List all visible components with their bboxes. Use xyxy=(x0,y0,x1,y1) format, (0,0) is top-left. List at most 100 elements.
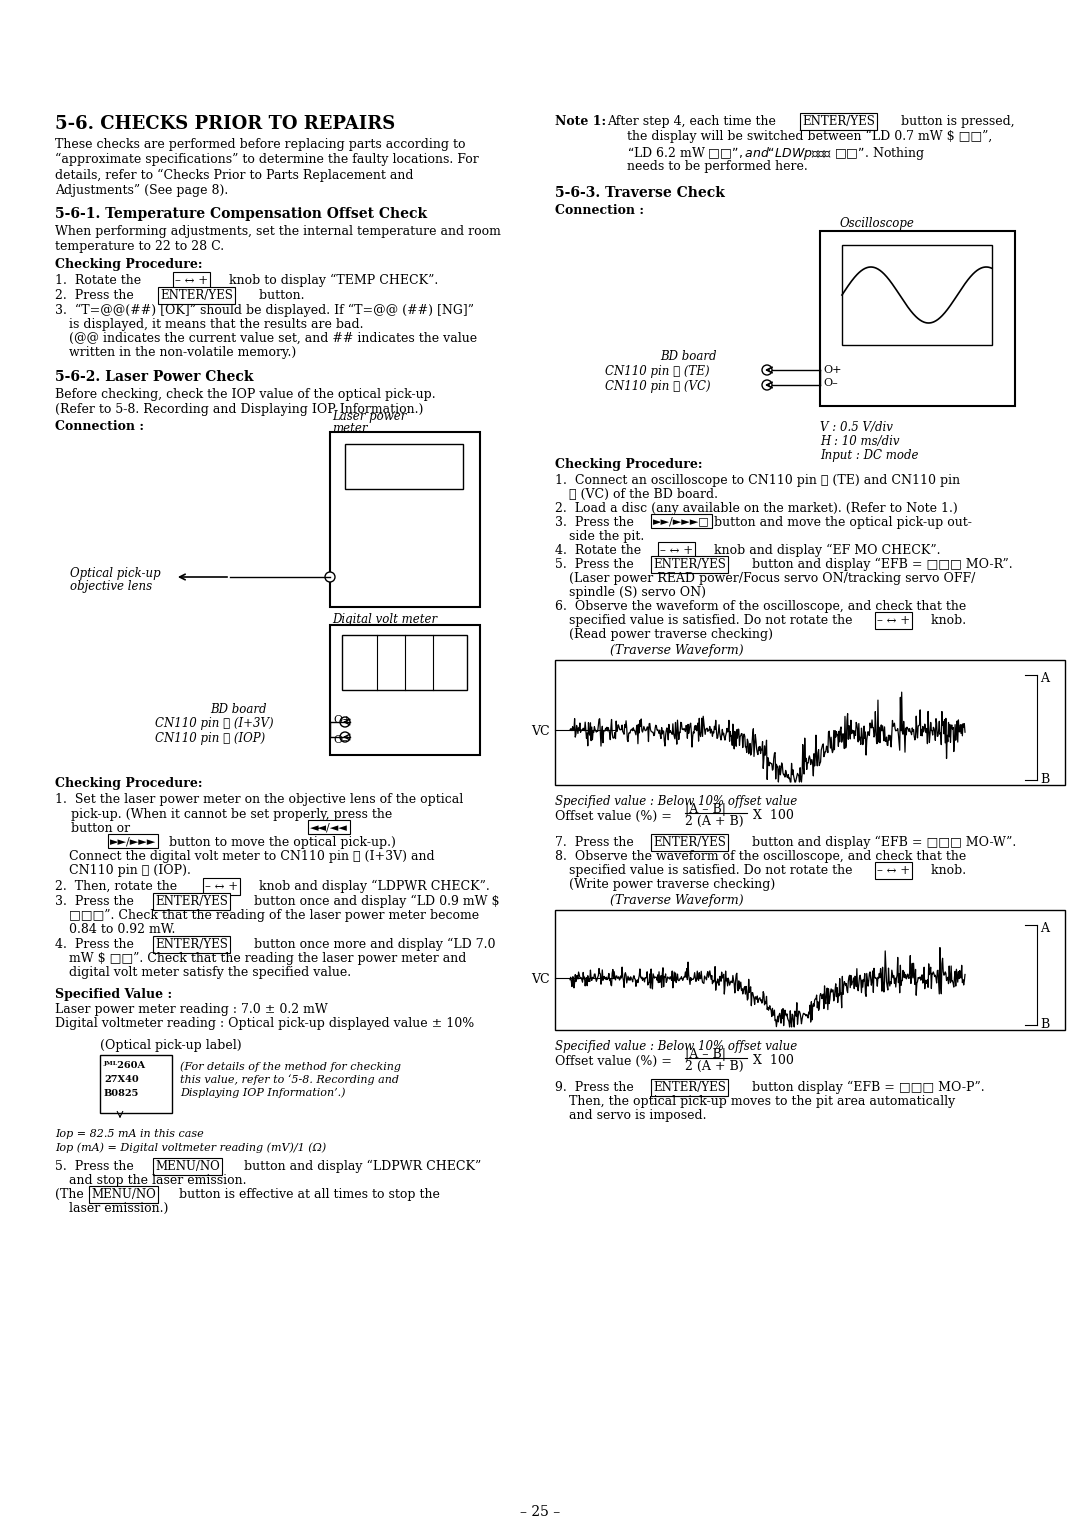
Text: objective lens: objective lens xyxy=(70,581,152,593)
Text: X  100: X 100 xyxy=(753,808,794,822)
Text: H : 10 ms/div: H : 10 ms/div xyxy=(820,435,900,448)
Text: button once and display “LD 0.9 mW $: button once and display “LD 0.9 mW $ xyxy=(249,895,499,908)
Text: 2.  Press the: 2. Press the xyxy=(55,289,138,303)
Text: A: A xyxy=(1040,921,1049,935)
Text: ENTER/YES: ENTER/YES xyxy=(653,1080,726,1094)
Text: VC: VC xyxy=(531,724,550,738)
Text: 2 (A + B): 2 (A + B) xyxy=(685,814,744,828)
Circle shape xyxy=(340,732,350,743)
Bar xyxy=(330,432,480,607)
Text: – ↔ +: – ↔ + xyxy=(660,544,693,558)
Text: MENU/NO: MENU/NO xyxy=(156,1160,219,1174)
Text: □□□”. Check that the reading of the laser power meter become: □□□”. Check that the reading of the lase… xyxy=(69,909,480,921)
Text: Offset value (%) =: Offset value (%) = xyxy=(555,1054,672,1068)
Text: These checks are performed before replacing parts according to
“approximate spec: These checks are performed before replac… xyxy=(55,138,478,197)
Circle shape xyxy=(325,571,335,582)
Text: 3.  “T=@@(##) [OK]” should be displayed. If “T=@@ (##) [NG]”: 3. “T=@@(##) [OK]” should be displayed. … xyxy=(55,304,474,318)
Text: Specified Value :: Specified Value : xyxy=(55,989,172,1001)
Text: X  100: X 100 xyxy=(753,1054,794,1067)
Text: (Write power traverse checking): (Write power traverse checking) xyxy=(569,879,775,891)
Text: Connect the digital volt meter to CN110 pin ⑥ (I+3V) and: Connect the digital volt meter to CN110 … xyxy=(69,850,434,863)
Text: ►►/►►►: ►►/►►► xyxy=(110,836,157,847)
Text: Specified value : Below 10% offset value: Specified value : Below 10% offset value xyxy=(555,1041,797,1053)
Text: 5-6-2. Laser Power Check: 5-6-2. Laser Power Check xyxy=(55,370,254,384)
Text: 2 (A + B): 2 (A + B) xyxy=(685,1060,744,1073)
Bar xyxy=(842,244,993,345)
Text: – ↔ +: – ↔ + xyxy=(205,880,238,892)
Text: 5-6-3. Traverse Check: 5-6-3. Traverse Check xyxy=(555,186,725,200)
Text: O+: O+ xyxy=(823,365,841,374)
Text: and stop the laser emission.: and stop the laser emission. xyxy=(69,1174,246,1187)
Text: ENTER/YES: ENTER/YES xyxy=(653,836,726,850)
Text: Connection :: Connection : xyxy=(55,420,144,432)
Text: (Read power traverse checking): (Read power traverse checking) xyxy=(569,628,773,642)
Text: ENTER/YES: ENTER/YES xyxy=(653,558,726,571)
Circle shape xyxy=(340,717,350,727)
Text: 0.84 to 0.92 mW.: 0.84 to 0.92 mW. xyxy=(69,923,175,937)
Text: ►►/►►►□: ►►/►►►□ xyxy=(653,516,710,526)
Text: (The: (The xyxy=(55,1187,87,1201)
Text: button display “EFB = □□□ MO-P”.: button display “EFB = □□□ MO-P”. xyxy=(748,1080,985,1094)
Text: Optical pick-up: Optical pick-up xyxy=(70,567,161,581)
Text: button is effective at all times to stop the: button is effective at all times to stop… xyxy=(175,1187,440,1201)
Bar xyxy=(100,1054,172,1112)
Text: Oscilloscope: Oscilloscope xyxy=(840,217,915,231)
Text: knob and display “LDPWR CHECK”.: knob and display “LDPWR CHECK”. xyxy=(255,880,489,894)
Text: ENTER/YES: ENTER/YES xyxy=(156,938,228,950)
Text: (Traverse Waveform): (Traverse Waveform) xyxy=(610,894,744,908)
Text: When performing adjustments, set the internal temperature and room
temperature t: When performing adjustments, set the int… xyxy=(55,225,501,254)
Text: specified value is satisfied. Do not rotate the: specified value is satisfied. Do not rot… xyxy=(569,614,856,626)
Text: Laser power meter reading : 7.0 ± 0.2 mW: Laser power meter reading : 7.0 ± 0.2 mW xyxy=(55,1002,327,1016)
Text: spindle (S) servo ON): spindle (S) servo ON) xyxy=(569,587,706,599)
Text: knob.: knob. xyxy=(927,863,967,877)
Text: button and move the optical pick-up out-: button and move the optical pick-up out- xyxy=(710,516,972,529)
Text: Checking Procedure:: Checking Procedure: xyxy=(555,458,702,471)
Text: 27X40: 27X40 xyxy=(104,1076,138,1083)
Text: “LD 6.2 mW $ □□”, and “LD Wp ホセイ $ □□”. Nothing: “LD 6.2 mW $ □□”, and “LD Wp ホセイ $ □□”. … xyxy=(627,145,926,162)
Text: |A – B|: |A – B| xyxy=(685,804,726,816)
Bar xyxy=(345,445,463,489)
Text: 8.  Observe the waveform of the oscilloscope, and check that the: 8. Observe the waveform of the oscillosc… xyxy=(555,850,967,863)
Text: – 25 –: – 25 – xyxy=(519,1505,561,1519)
Text: MENU/NO: MENU/NO xyxy=(91,1187,156,1201)
Text: is displayed, it means that the results are bad.: is displayed, it means that the results … xyxy=(69,318,364,332)
Text: specified value is satisfied. Do not rotate the: specified value is satisfied. Do not rot… xyxy=(569,863,856,877)
Text: Displaying IOP Information’.): Displaying IOP Information’.) xyxy=(180,1086,346,1097)
Text: Input : DC mode: Input : DC mode xyxy=(820,449,918,461)
Text: B: B xyxy=(1040,773,1050,785)
Text: ENTER/YES: ENTER/YES xyxy=(802,115,875,128)
Text: CN110 pin ③ (TE): CN110 pin ③ (TE) xyxy=(605,365,710,377)
Text: A: A xyxy=(1040,672,1049,685)
Text: written in the non-volatile memory.): written in the non-volatile memory.) xyxy=(69,345,296,359)
Text: V : 0.5 V/div: V : 0.5 V/div xyxy=(820,422,893,434)
Text: 1.  Rotate the: 1. Rotate the xyxy=(55,274,145,287)
Text: B0825: B0825 xyxy=(104,1089,139,1099)
Text: ᴶᴹᴸ260A: ᴶᴹᴸ260A xyxy=(104,1060,146,1070)
Text: side the pit.: side the pit. xyxy=(569,530,645,542)
Text: 2.  Then, rotate the: 2. Then, rotate the xyxy=(55,880,181,892)
Text: button and display “EFB = □□□ MO-R”.: button and display “EFB = □□□ MO-R”. xyxy=(748,558,1013,571)
Text: Checking Procedure:: Checking Procedure: xyxy=(55,258,203,270)
Text: Offset value (%) =: Offset value (%) = xyxy=(555,810,672,824)
Text: After step 4, each time the: After step 4, each time the xyxy=(607,115,780,128)
Text: 4.  Press the: 4. Press the xyxy=(55,938,138,950)
Circle shape xyxy=(762,380,772,390)
Text: (Traverse Waveform): (Traverse Waveform) xyxy=(610,643,744,657)
Text: button once more and display “LD 7.0: button once more and display “LD 7.0 xyxy=(249,938,496,952)
Text: button and display “EFB = □□□ MO-W”.: button and display “EFB = □□□ MO-W”. xyxy=(748,836,1016,850)
Text: meter: meter xyxy=(332,422,367,435)
Text: O+: O+ xyxy=(333,715,351,724)
Text: 9.  Press the: 9. Press the xyxy=(555,1080,638,1094)
Text: BD board: BD board xyxy=(660,350,716,364)
Text: VC: VC xyxy=(531,973,550,986)
Text: CN110 pin ⑤ (IOP).: CN110 pin ⑤ (IOP). xyxy=(69,863,191,877)
Text: ① (VC) of the BD board.: ① (VC) of the BD board. xyxy=(569,487,718,501)
Bar xyxy=(555,660,1065,785)
Text: Iop (mA) = Digital voltmeter reading (mV)/1 (Ω): Iop (mA) = Digital voltmeter reading (mV… xyxy=(55,1141,326,1152)
Text: Laser power: Laser power xyxy=(332,410,406,423)
Text: the display will be switched between “LD 0.7 mW $ □□”,: the display will be switched between “LD… xyxy=(627,130,993,144)
Text: – ↔ +: – ↔ + xyxy=(877,614,910,626)
Text: knob.: knob. xyxy=(927,614,967,626)
Text: (@@ indicates the current value set, and ## indicates the value: (@@ indicates the current value set, and… xyxy=(69,332,477,345)
Text: and servo is imposed.: and servo is imposed. xyxy=(569,1109,706,1122)
